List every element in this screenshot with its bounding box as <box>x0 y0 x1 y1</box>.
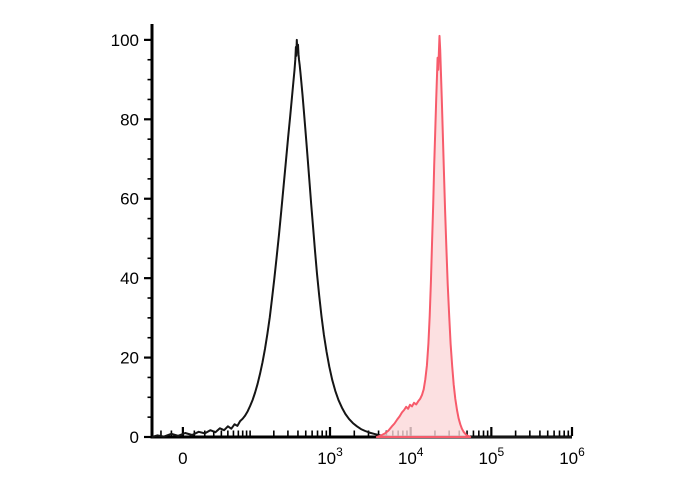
y-tick-label: 20 <box>120 349 139 368</box>
x-tick-label: 106 <box>559 445 585 468</box>
y-tick-label: 100 <box>111 31 139 50</box>
open-black-histogram <box>151 38 572 438</box>
x-tick-label: 105 <box>479 445 505 468</box>
y-tick-label: 0 <box>130 428 139 447</box>
y-tick-label: 40 <box>120 269 139 288</box>
filled-red-histogram <box>375 34 472 438</box>
x-tick-label: 103 <box>317 445 343 468</box>
x-tick-label: 0 <box>178 449 187 468</box>
y-tick-label: 80 <box>120 110 139 129</box>
y-tick-label: 60 <box>120 190 139 209</box>
x-tick-label: 104 <box>398 445 424 468</box>
